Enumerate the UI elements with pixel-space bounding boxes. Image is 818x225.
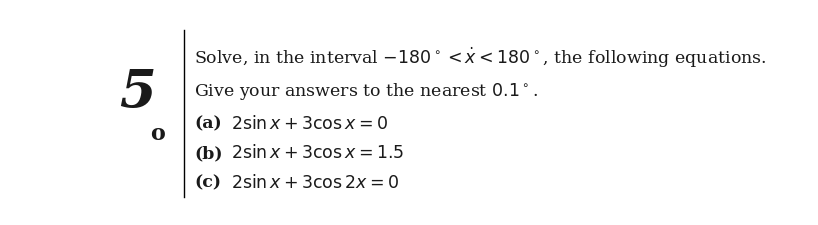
Text: o: o bbox=[151, 124, 165, 145]
Text: (a): (a) bbox=[194, 115, 222, 133]
Text: Solve, in the interval $-180^\circ < \dot{x} < 180^\circ$, the following equatio: Solve, in the interval $-180^\circ < \do… bbox=[194, 46, 766, 70]
Text: $2\sin x + 3\cos 2x = 0$: $2\sin x + 3\cos 2x = 0$ bbox=[231, 174, 399, 192]
Text: (b): (b) bbox=[194, 145, 222, 162]
Text: 5: 5 bbox=[119, 67, 155, 118]
Text: $2\sin x + 3\cos x = 0$: $2\sin x + 3\cos x = 0$ bbox=[231, 115, 388, 133]
Text: Give your answers to the nearest $0.1^\circ$.: Give your answers to the nearest $0.1^\c… bbox=[194, 81, 538, 102]
Text: (c): (c) bbox=[194, 174, 221, 191]
Text: $2\sin x + 3\cos x = 1.5$: $2\sin x + 3\cos x = 1.5$ bbox=[231, 144, 404, 162]
